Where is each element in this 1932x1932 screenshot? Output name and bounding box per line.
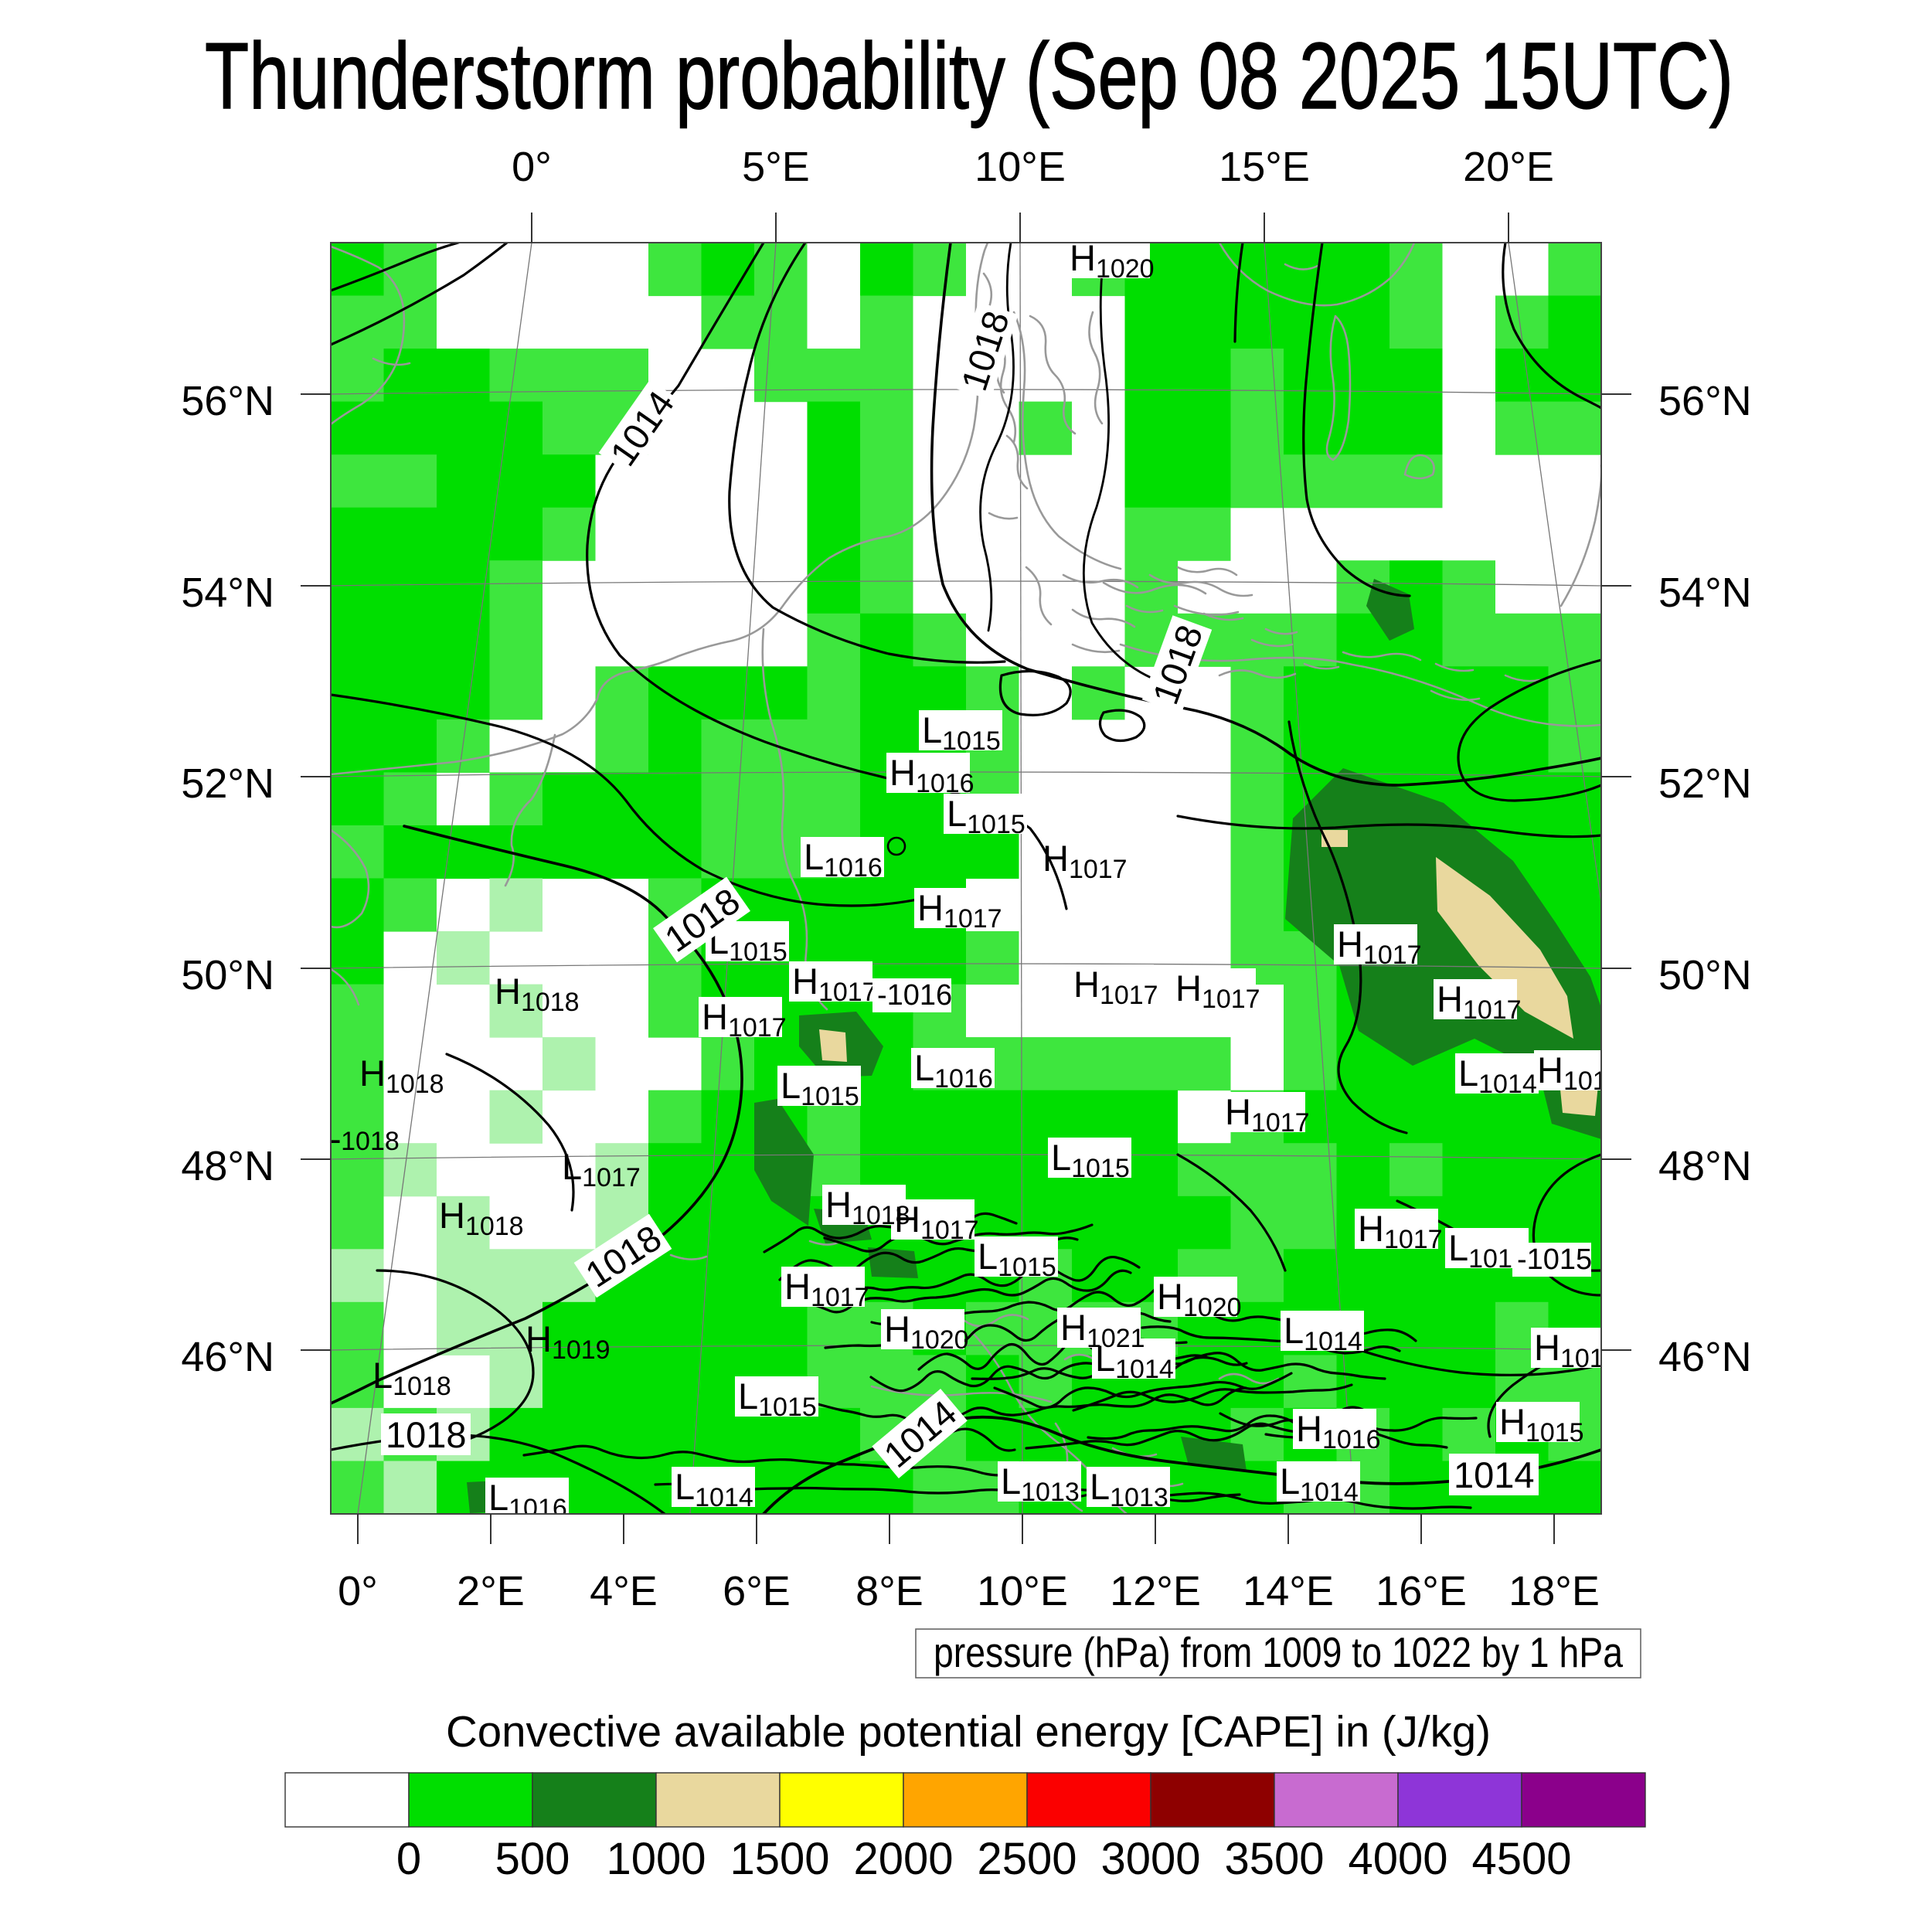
svg-text:3000: 3000: [1100, 1834, 1200, 1884]
svg-text:48°N: 48°N: [181, 1143, 274, 1189]
svg-text:0°: 0°: [338, 1568, 378, 1614]
svg-text:4500: 4500: [1471, 1834, 1571, 1884]
svg-text:-1016: -1016: [877, 979, 952, 1012]
svg-text:52°N: 52°N: [1658, 760, 1752, 807]
svg-text:Thunderstorm probability (Sep: Thunderstorm probability (Sep 08 2025 15…: [205, 23, 1733, 128]
svg-text:-1015: -1015: [1517, 1243, 1592, 1276]
svg-text:0°: 0°: [512, 144, 552, 190]
svg-text:20°E: 20°E: [1463, 144, 1554, 190]
svg-text:16°E: 16°E: [1376, 1568, 1467, 1614]
svg-text:56°N: 56°N: [181, 378, 274, 424]
svg-text:L1015: L1015: [947, 793, 1026, 839]
svg-text:4°E: 4°E: [590, 1568, 658, 1614]
svg-text:0: 0: [396, 1834, 421, 1884]
svg-text:50°N: 50°N: [181, 952, 274, 998]
svg-text:6°E: 6°E: [723, 1568, 791, 1614]
svg-text:56°N: 56°N: [1658, 378, 1752, 424]
svg-text:500: 500: [495, 1834, 570, 1884]
svg-text:52°N: 52°N: [181, 760, 274, 807]
svg-text:1018: 1018: [386, 1414, 467, 1455]
svg-text:54°N: 54°N: [1658, 570, 1752, 616]
svg-text:48°N: 48°N: [1658, 1143, 1752, 1189]
svg-text:50°N: 50°N: [1658, 952, 1752, 998]
svg-text:2500: 2500: [977, 1834, 1077, 1884]
svg-text:H1018: H1018: [359, 1053, 444, 1099]
svg-text:2°E: 2°E: [457, 1568, 525, 1614]
svg-text:4000: 4000: [1348, 1834, 1447, 1884]
svg-text:pressure (hPa) from 1009 to 10: pressure (hPa) from 1009 to 1022 by 1 hP…: [934, 1628, 1623, 1676]
svg-text:Convective available potential: Convective available potential energy [C…: [446, 1707, 1491, 1757]
svg-text:H1017: H1017: [1225, 1091, 1310, 1138]
svg-text:15°E: 15°E: [1219, 144, 1310, 190]
svg-text:1500: 1500: [730, 1834, 829, 1884]
svg-text:3500: 3500: [1224, 1834, 1324, 1884]
svg-text:L1018: L1018: [372, 1355, 451, 1401]
svg-text:18°E: 18°E: [1509, 1568, 1600, 1614]
svg-text:1014: 1014: [1454, 1454, 1535, 1495]
svg-text:10°E: 10°E: [975, 144, 1066, 190]
svg-text:8°E: 8°E: [855, 1568, 923, 1614]
svg-text:14°E: 14°E: [1243, 1568, 1334, 1614]
svg-text:46°N: 46°N: [1658, 1334, 1752, 1380]
svg-text:1000: 1000: [606, 1834, 706, 1884]
svg-text:5°E: 5°E: [742, 144, 810, 190]
svg-text:54°N: 54°N: [181, 570, 274, 616]
svg-text:12°E: 12°E: [1110, 1568, 1201, 1614]
svg-text:2000: 2000: [853, 1834, 953, 1884]
svg-text:46°N: 46°N: [181, 1334, 274, 1380]
svg-text:10°E: 10°E: [977, 1568, 1068, 1614]
